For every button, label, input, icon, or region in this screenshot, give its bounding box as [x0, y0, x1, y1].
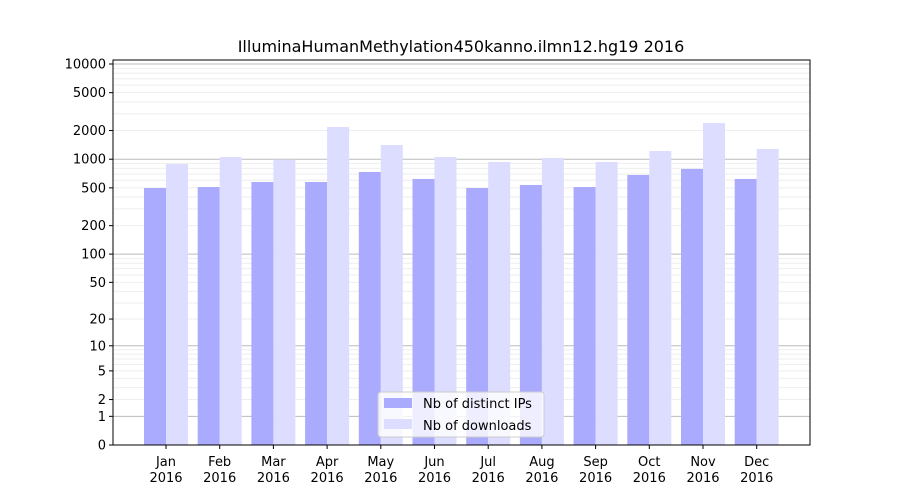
- bar-downloads: [219, 156, 242, 445]
- bar-distinct-ips: [734, 178, 757, 446]
- y-tick-label: 2: [98, 393, 106, 408]
- bar-distinct-ips: [412, 178, 435, 446]
- legend-label-downloads: Nb of downloads: [423, 419, 532, 434]
- bar-distinct-ips: [681, 168, 703, 446]
- x-tick-label: Jun 2016: [418, 455, 451, 486]
- y-axis: 0 1 2 5 10 20 50 100 200 500 1000 2000 5000 10000: [65, 57, 113, 454]
- bar-downloads: [380, 145, 403, 445]
- y-tick-label: 2000: [73, 124, 106, 139]
- bar-downloads: [703, 123, 725, 446]
- legend-swatch-downloads: [384, 419, 412, 429]
- bar-downloads: [541, 157, 564, 445]
- y-tick-label: 20: [89, 313, 106, 328]
- x-tick-label: May 2016: [364, 455, 397, 486]
- y-tick-label: 0: [98, 439, 106, 454]
- bar-downloads: [327, 126, 350, 446]
- legend-label-ips: Nb of distinct IPs: [423, 397, 532, 412]
- bar-downloads: [166, 164, 188, 445]
- chart-title: IlluminaHumanMethylation450kanno.ilmn12.…: [238, 37, 685, 56]
- x-tick-label: Jan 2016: [149, 455, 182, 486]
- x-axis: Jan 2016 Feb 2016 Mar 2016 Apr 2016 May 2016 Jun 20…: [149, 445, 773, 486]
- bar-distinct-ips: [573, 187, 596, 446]
- bar-distinct-ips: [466, 188, 489, 445]
- y-tick-label: 10: [89, 339, 106, 354]
- bar-downloads: [595, 161, 618, 446]
- bar-distinct-ips: [305, 181, 328, 446]
- legend-box: [377, 391, 545, 438]
- x-tick-label: Apr 2016: [311, 455, 344, 486]
- bars: [144, 123, 779, 446]
- bar-distinct-ips: [251, 181, 274, 446]
- plot-frame: [112, 59, 811, 446]
- bar-downloads: [434, 156, 457, 445]
- x-tick-label: Feb 2016: [203, 455, 236, 486]
- x-tick-label: Dec 2016: [740, 455, 773, 486]
- bar-distinct-ips: [197, 187, 220, 446]
- bar-downloads: [756, 149, 779, 445]
- x-tick-label: Nov 2016: [686, 455, 719, 486]
- legend-swatch-ips: [384, 398, 412, 408]
- x-tick-label: Aug 2016: [525, 455, 558, 486]
- bar-distinct-ips: [627, 174, 650, 445]
- x-tick-label: Sep 2016: [579, 455, 612, 486]
- bar-distinct-ips: [358, 171, 381, 445]
- y-tick-label: 10000: [65, 57, 106, 72]
- bar-distinct-ips: [144, 188, 166, 445]
- bar-downloads: [649, 150, 672, 445]
- y-tick-label: 5: [98, 364, 106, 379]
- y-tick-label: 100: [81, 248, 106, 263]
- x-tick-label: Oct 2016: [633, 455, 666, 486]
- y-tick-label: 500: [81, 181, 106, 196]
- bar-downloads: [488, 161, 511, 446]
- y-tick-label: 5000: [73, 86, 106, 101]
- y-tick-label: 1: [98, 410, 106, 425]
- bar-downloads: [273, 159, 296, 446]
- x-tick-label: Mar 2016: [257, 455, 290, 486]
- y-tick-label: 1000: [73, 153, 106, 168]
- y-tick-label: 50: [89, 276, 106, 291]
- y-tick-label: 200: [81, 219, 106, 234]
- x-tick-label: Jul 2016: [472, 455, 505, 486]
- legend: Nb of distinct IPs Nb of downloads: [377, 391, 545, 438]
- bar-distinct-ips: [519, 184, 542, 445]
